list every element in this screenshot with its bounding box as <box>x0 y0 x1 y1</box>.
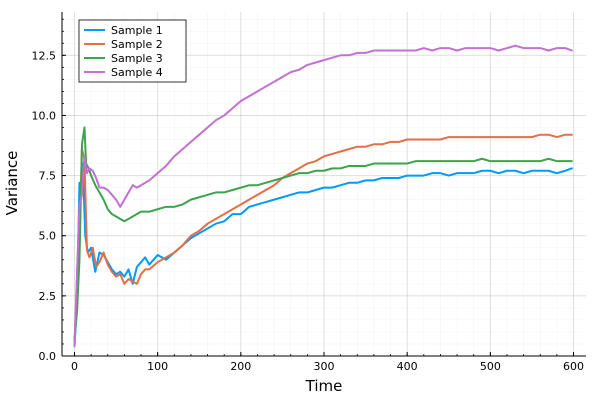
y-tick-label: 5.0 <box>39 230 57 243</box>
y-tick-label: 0.0 <box>39 350 57 363</box>
x-tick-label: 500 <box>480 360 501 373</box>
y-tick-label: 2.5 <box>39 290 57 303</box>
y-tick-label: 10.0 <box>32 109 57 122</box>
series-line-4 <box>73 44 573 348</box>
y-tick-label: 12.5 <box>32 49 57 62</box>
x-tick-label: 600 <box>563 360 584 373</box>
series-line-1 <box>73 162 573 348</box>
y-axis-title: Variance <box>3 151 21 216</box>
legend-label-1: Sample 1 <box>111 24 163 37</box>
x-axis-title: Time <box>305 377 343 395</box>
y-tick-label: 7.5 <box>39 170 57 183</box>
series-lines <box>73 44 573 348</box>
legend-label-4: Sample 4 <box>111 66 163 79</box>
legend-label-2: Sample 2 <box>111 38 163 51</box>
x-tick-label: 0 <box>71 360 78 373</box>
x-tick-label: 400 <box>397 360 418 373</box>
legend-label-3: Sample 3 <box>111 52 163 65</box>
x-tick-label: 300 <box>314 360 335 373</box>
x-tick-label: 100 <box>147 360 168 373</box>
series-line-3 <box>73 126 573 341</box>
series-line-2 <box>73 133 573 345</box>
y-axis-ticks: 0.0 2.5 5.0 7.5 10.0 12.5 <box>32 18 66 363</box>
x-tick-label: 200 <box>230 360 251 373</box>
x-axis-ticks: 0 100 200 300 400 500 600 <box>71 352 584 373</box>
